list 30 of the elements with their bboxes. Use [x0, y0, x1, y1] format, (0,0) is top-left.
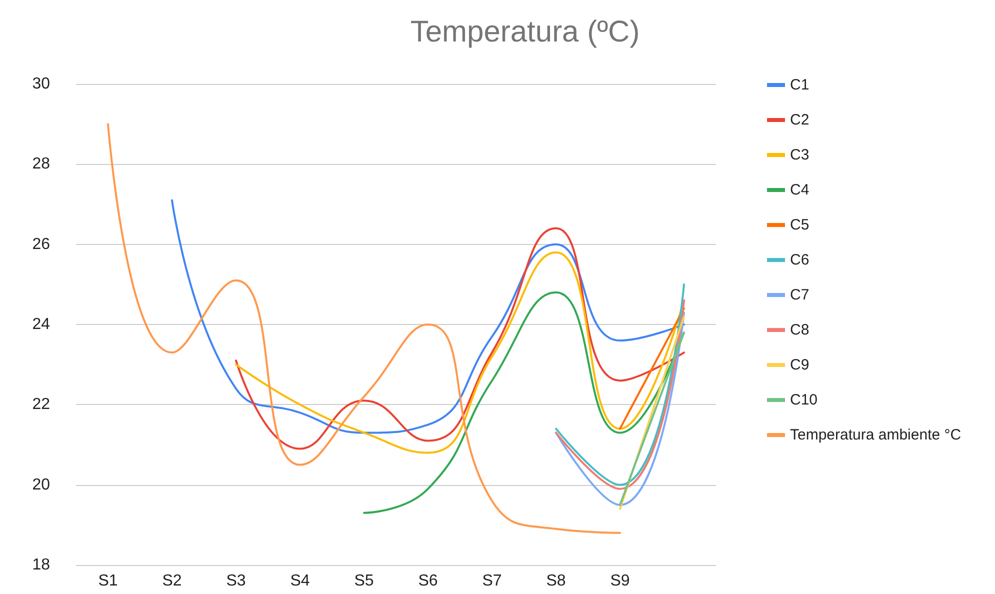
x-tick-label: S1: [98, 572, 118, 590]
y-tick-label: 28: [32, 156, 50, 173]
x-tick-label: S7: [482, 572, 502, 590]
y-tick-label: 20: [32, 476, 50, 494]
y-tick-label: 22: [32, 396, 50, 414]
y-tick-label: 24: [32, 316, 50, 333]
legend-label: C7: [790, 286, 810, 304]
legend-label: C2: [790, 112, 810, 128]
chart-title: Temperatura (ºC): [410, 16, 640, 48]
x-tick-label: S3: [226, 572, 246, 590]
legend-label: C8: [790, 322, 810, 338]
y-tick-label: 18: [32, 556, 50, 574]
legend-label: C5: [790, 216, 810, 234]
line-series: [107, 123, 621, 534]
y-tick-label: 30: [32, 76, 50, 92]
x-tick-label: S8: [546, 572, 566, 590]
x-tick-label: S5: [354, 572, 374, 590]
legend-label: C3: [790, 146, 810, 164]
x-tick-label: S2: [162, 572, 182, 590]
legend-label: C9: [790, 356, 810, 374]
x-tick-label: S4: [290, 572, 310, 590]
legend-label: Temperatura ambiente °C: [790, 426, 962, 444]
legend-label: C4: [790, 182, 810, 198]
legend-label: C10: [790, 392, 818, 408]
legend-label: C6: [790, 252, 810, 268]
y-tick-label: 26: [32, 236, 50, 253]
x-tick-label: S9: [610, 572, 630, 590]
line-series: [171, 199, 685, 434]
legend-label: C1: [790, 76, 810, 94]
x-tick-label: S6: [418, 572, 438, 590]
